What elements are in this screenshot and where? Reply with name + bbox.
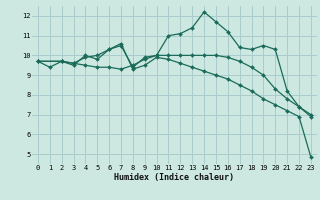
- X-axis label: Humidex (Indice chaleur): Humidex (Indice chaleur): [115, 173, 234, 182]
